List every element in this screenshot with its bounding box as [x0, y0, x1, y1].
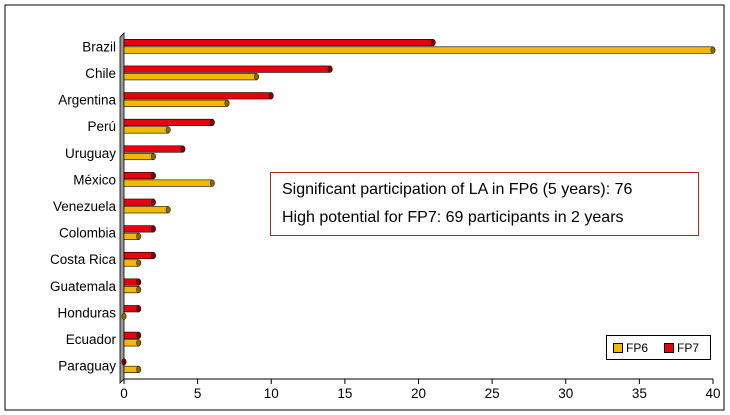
bar-end-cap	[121, 312, 127, 320]
category-label: Colombia	[59, 226, 117, 241]
category-label: Argentina	[58, 93, 116, 108]
category-label: Honduras	[57, 305, 116, 320]
bar-fp6	[123, 179, 213, 187]
legend-label-fp7: FP7	[677, 341, 700, 355]
bar-end-cap	[136, 232, 142, 240]
bar-fp7	[123, 39, 434, 47]
bar-end-cap	[136, 259, 142, 267]
category-label: Costa Rica	[50, 252, 117, 267]
legend-item-fp6: FP6	[613, 341, 648, 355]
x-axis: 0 5 10 15 20 25 30 35 40	[120, 378, 721, 401]
bar-end-cap	[209, 179, 215, 187]
bar-fp7	[123, 225, 154, 233]
bar-fp6	[123, 206, 169, 214]
bar-fp6	[123, 99, 228, 107]
bar-end-cap	[165, 126, 171, 134]
x-tick-label: 0	[120, 386, 128, 401]
legend-swatch-fp6	[613, 343, 623, 353]
bar-end-cap	[327, 65, 333, 73]
x-tick-label: 15	[337, 386, 352, 401]
bar-end-cap	[136, 286, 142, 294]
bars-layer	[119, 32, 716, 384]
bar-end-cap	[151, 153, 156, 161]
bar-fp7	[123, 251, 154, 260]
bar-fp7	[123, 118, 213, 126]
category-label: Brazil	[82, 39, 116, 54]
category-label: México	[73, 172, 116, 187]
legend: FP6 FP7	[606, 335, 711, 360]
category-label: Guatemala	[50, 279, 117, 294]
x-tick-label: 35	[632, 386, 647, 401]
axis-wall	[119, 32, 125, 384]
bar-fp6	[123, 46, 714, 54]
bar-end-cap	[209, 118, 215, 126]
category-label: Chile	[85, 66, 116, 81]
bar-end-cap	[224, 99, 230, 107]
x-tick-label: 30	[558, 386, 573, 401]
bar-end-cap	[151, 172, 156, 180]
category-labels: Brazil Chile Argentina Perú Uruguay México Ven…	[50, 39, 117, 373]
bar-fp6	[123, 126, 169, 134]
x-tick-label: 40	[705, 386, 720, 401]
bar-end-cap	[136, 365, 142, 373]
category-label: Ecuador	[66, 332, 117, 347]
bar-end-cap	[268, 92, 274, 100]
x-tick-label: 10	[264, 386, 279, 401]
bar-end-cap	[136, 278, 142, 286]
bar-end-cap	[165, 206, 171, 214]
x-tick-label: 25	[485, 386, 500, 401]
bar-end-cap	[151, 225, 156, 233]
bar-fp7	[123, 65, 331, 73]
bar-fp7	[123, 92, 272, 100]
bar-end-cap	[136, 305, 142, 313]
annotation-line-1: Significant participation of LA in FP6 (…	[282, 181, 633, 198]
legend-item-fp7: FP7	[664, 341, 699, 355]
category-label: Perú	[87, 119, 116, 134]
bar-end-cap	[151, 251, 156, 259]
bar-end-cap	[430, 39, 436, 47]
bar-fp6	[123, 152, 154, 161]
bar-end-cap	[121, 358, 127, 366]
category-label: Venezuela	[53, 199, 117, 214]
legend-swatch-fp7	[664, 343, 674, 353]
category-label: Paraguay	[58, 359, 116, 374]
bar-fp7	[123, 198, 154, 206]
bar-end-cap	[136, 339, 142, 347]
bar-end-cap	[151, 198, 156, 206]
legend-label-fp6: FP6	[626, 341, 649, 355]
annotation-line-2: High potential for FP7: 69 participants …	[282, 209, 624, 226]
category-label: Uruguay	[65, 146, 116, 161]
bar-fp7	[123, 172, 154, 180]
chart-border	[4, 4, 725, 411]
x-tick-label: 20	[411, 386, 426, 401]
bar-end-cap	[180, 145, 186, 153]
bar-end-cap	[254, 73, 259, 81]
bar-fp7	[123, 145, 184, 153]
x-tick-label: 5	[194, 386, 202, 401]
bar-fp6	[123, 73, 257, 81]
bar-end-cap	[136, 331, 142, 339]
bar-end-cap	[710, 46, 716, 54]
annotation-box: Significant participation of LA in FP6 (…	[270, 172, 699, 236]
